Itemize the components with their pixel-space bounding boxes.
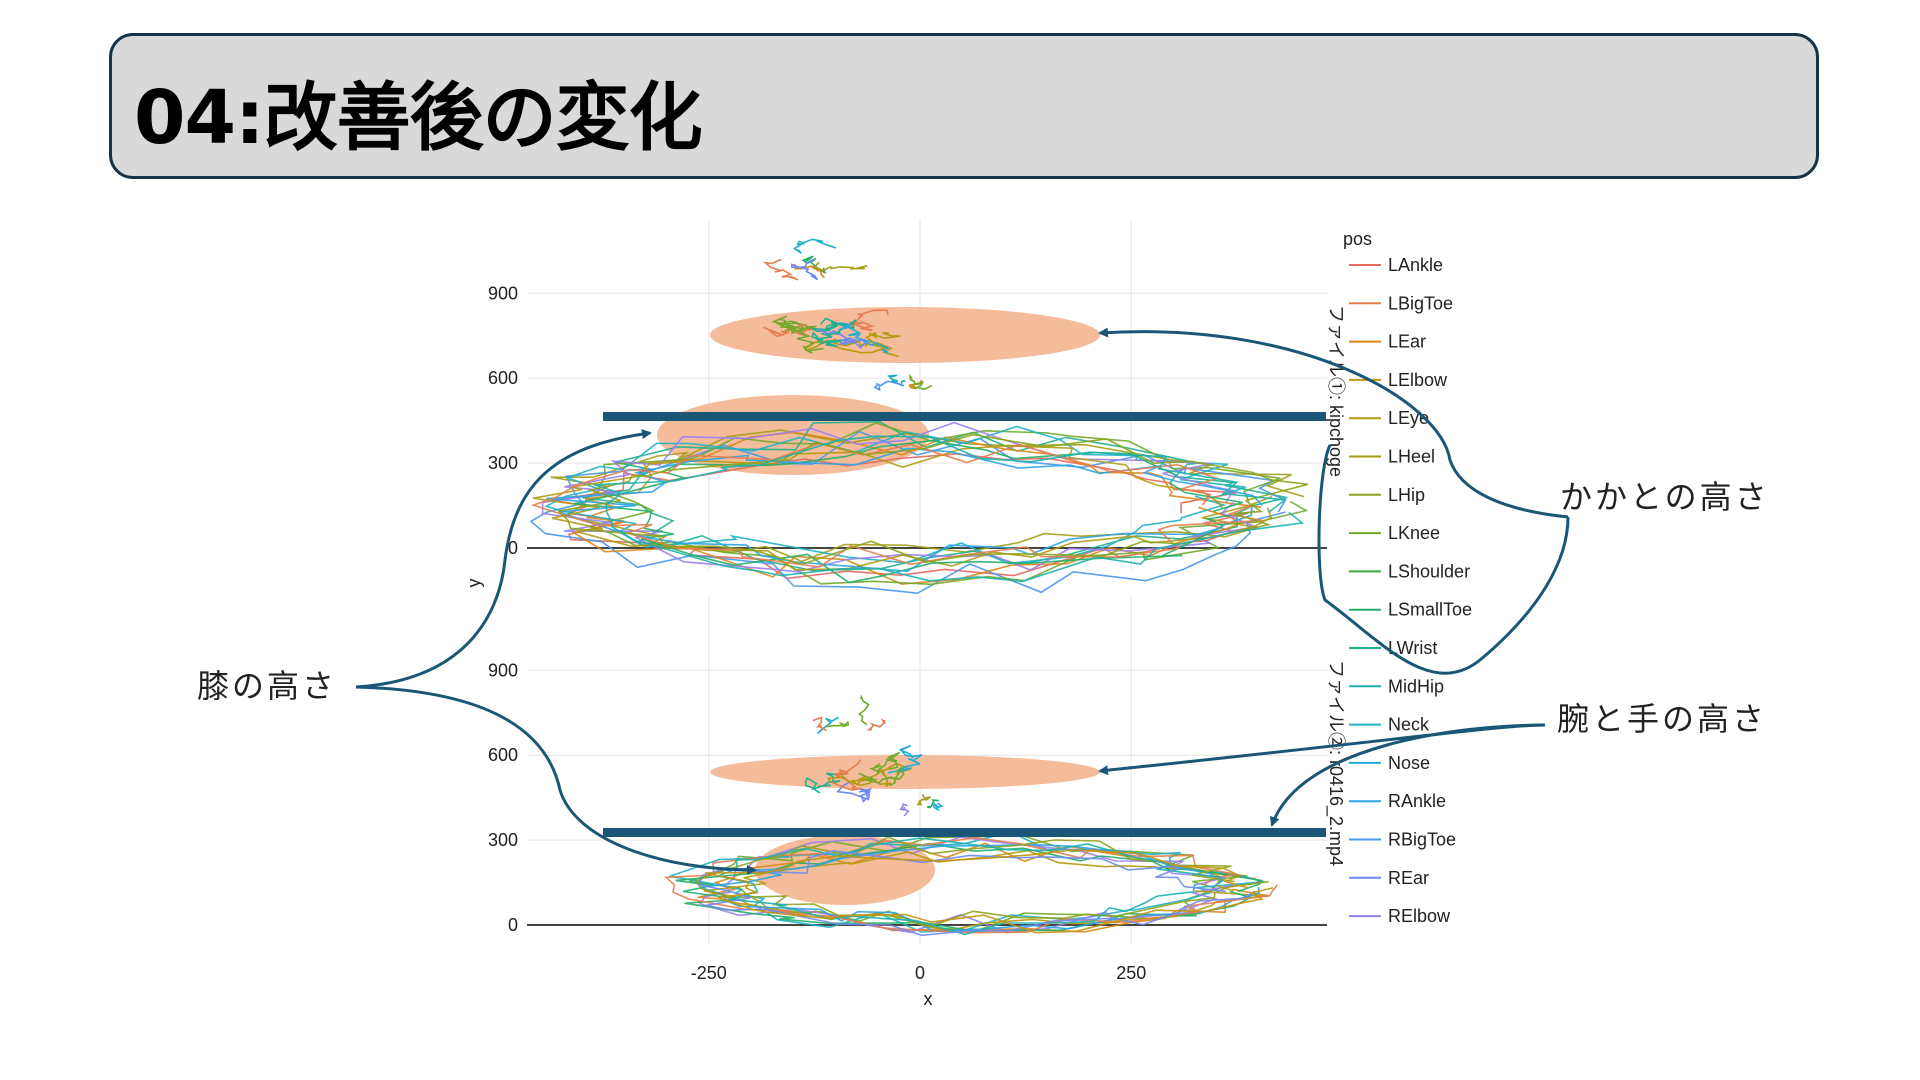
trajectory-line xyxy=(916,794,931,806)
legend-item-label: RAnkle xyxy=(1388,791,1446,811)
heel-connector-bottom xyxy=(1317,444,1570,675)
trajectory-line xyxy=(763,323,814,338)
legend-item-label: LAnkle xyxy=(1388,255,1443,275)
trajectory-line xyxy=(812,716,827,732)
trajectory-line xyxy=(704,849,1274,934)
trajectory-line xyxy=(838,322,890,355)
trajectory-line xyxy=(811,328,842,347)
y-tick-label: 900 xyxy=(488,660,518,680)
heel-height-label: かかとの高さ xyxy=(1560,478,1770,516)
trajectory-line xyxy=(792,238,837,254)
legend-item-label: Neck xyxy=(1388,715,1430,735)
y-tick-label: 300 xyxy=(488,830,518,850)
y-tick-label: 300 xyxy=(488,453,518,473)
knee-level-bar-top xyxy=(603,412,1326,421)
trajectory-line xyxy=(784,323,824,354)
trajectory-line xyxy=(793,263,827,279)
trajectory-line xyxy=(887,744,923,774)
trajectory-line xyxy=(836,780,873,803)
knee-level-bar-bottom xyxy=(603,828,1326,837)
knee-connector-bottom xyxy=(355,685,757,875)
x-tick-label: -250 xyxy=(691,963,727,983)
trajectory-line xyxy=(791,258,819,281)
trajectory-line xyxy=(594,435,1305,583)
knee-height-label: 膝の高さ xyxy=(197,667,337,705)
arm-connector-bottom xyxy=(1269,723,1546,827)
trajectory-line xyxy=(816,716,840,735)
trajectory-line xyxy=(831,309,889,332)
trajectory-line xyxy=(811,317,857,333)
trajectory-line xyxy=(869,751,901,775)
trajectory-line xyxy=(529,430,1287,595)
trajectory-line xyxy=(715,837,1223,936)
legend-item-label: RBigToe xyxy=(1388,830,1456,850)
slide-title: 04:改善後の変化 xyxy=(134,75,703,161)
trajectory-line xyxy=(858,767,905,787)
arm-hand-ellipse-bottom xyxy=(710,755,1100,789)
x-tick-label: 250 xyxy=(1116,963,1146,983)
x-tick-label: 0 xyxy=(915,963,925,983)
trajectory-line xyxy=(909,373,933,391)
legend-item-label: LBigToe xyxy=(1388,293,1453,313)
trajectory-line xyxy=(762,258,799,281)
arm-hand-ellipse-top xyxy=(710,307,1100,363)
trajectory-line xyxy=(825,720,849,728)
y-tick-label: 600 xyxy=(488,745,518,765)
trajectory-line xyxy=(932,802,944,812)
trajectory-line xyxy=(899,803,910,817)
trajectory-line xyxy=(850,762,912,786)
legend-item-label: REar xyxy=(1388,868,1429,888)
trajectory-line xyxy=(858,694,870,726)
trajectory-line xyxy=(873,380,905,392)
y-tick-label: 0 xyxy=(508,538,518,558)
y-tick-label: 0 xyxy=(508,915,518,935)
trajectory-line xyxy=(830,759,862,791)
annotation-connectors xyxy=(355,327,1570,875)
trajectory-line xyxy=(664,836,1278,934)
arm-hand-height-label: 腕と手の高さ xyxy=(1557,700,1767,738)
arm-connector-top xyxy=(1098,723,1546,776)
slide-title-box: 04:改善後の変化 xyxy=(109,33,1819,179)
legend-item-label: RElbow xyxy=(1388,906,1451,926)
legend-item-label: LWrist xyxy=(1388,638,1437,658)
legend-item-label: LHip xyxy=(1388,485,1425,505)
trajectory-line xyxy=(697,849,1256,937)
y-tick-label: 900 xyxy=(488,283,518,303)
trajectory-line xyxy=(887,374,906,387)
grid-layer xyxy=(527,220,1327,945)
legend-item-label: LShoulder xyxy=(1388,561,1470,581)
legend-title: pos xyxy=(1343,229,1372,249)
trajectory-line xyxy=(813,261,868,272)
trajectory-line xyxy=(546,447,1264,573)
legend-item-label: LElbow xyxy=(1388,370,1448,390)
trajectory-line xyxy=(926,799,940,809)
legend: pos LAnkleLBigToeLEarLElbowLEyeLHeelLHip… xyxy=(1343,229,1472,926)
trajectory-line xyxy=(556,433,1309,566)
trajectory-line xyxy=(802,340,900,358)
trajectory-line xyxy=(694,836,1269,928)
legend-item-label: LSmallToe xyxy=(1388,600,1472,620)
facet-label-1: ファイル①: kipchoge xyxy=(1326,305,1346,477)
legend-item-label: LEar xyxy=(1388,332,1426,352)
heel-connector-top xyxy=(1098,327,1569,519)
knee-connector-top xyxy=(355,429,652,689)
tick-labels: 0 300 600 900 0 300 600 900 -250 0 250 xyxy=(488,283,1146,983)
legend-item-label: MidHip xyxy=(1388,676,1444,696)
x-axis-title: x xyxy=(924,989,933,1009)
y-tick-label: 600 xyxy=(488,368,518,388)
legend-item-label: LHeel xyxy=(1388,447,1435,467)
y-axis-title: y xyxy=(464,579,484,588)
trajectory-line xyxy=(804,772,841,794)
trajectory-line xyxy=(697,842,1269,933)
trajectory-line xyxy=(866,718,886,731)
knee-ellipse-bottom xyxy=(755,835,935,905)
trajectory-line xyxy=(816,328,868,349)
legend-item-label: Nose xyxy=(1388,753,1430,773)
trajectory-line xyxy=(582,420,1288,572)
trajectory-line xyxy=(824,331,901,354)
highlight-ellipses xyxy=(657,307,1100,905)
trajectory-layer xyxy=(529,238,1309,937)
legend-item-label: LKnee xyxy=(1388,523,1440,543)
